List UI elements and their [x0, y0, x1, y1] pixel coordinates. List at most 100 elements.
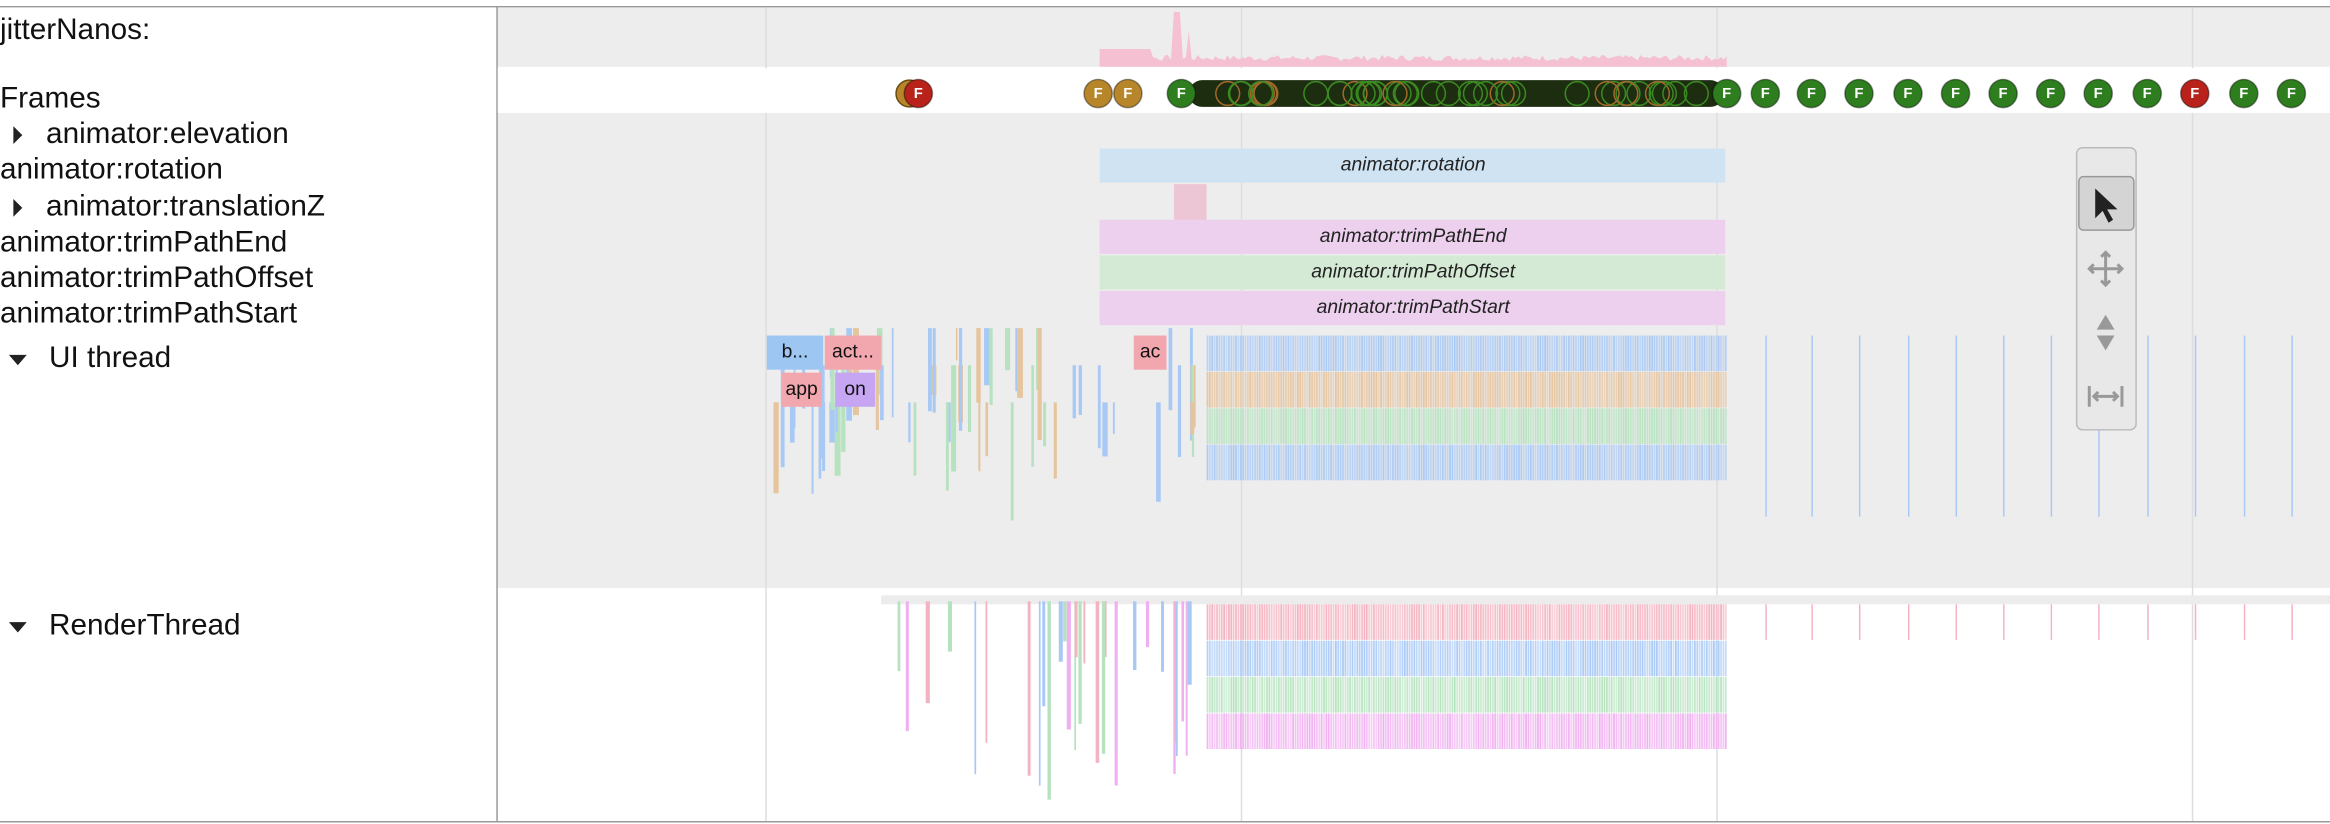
- timing-tool[interactable]: [2087, 386, 2124, 407]
- expand-toggle[interactable]: [13, 198, 23, 217]
- animator-slice[interactable]: [1099, 290, 1726, 326]
- animator-slice[interactable]: [1099, 255, 1726, 290]
- rt-stripe: [1327, 713, 1330, 750]
- rt-stripe: [1644, 677, 1646, 713]
- rt-stripe: [1232, 640, 1235, 677]
- frame-marker[interactable]: [2035, 78, 2066, 109]
- thread-slice[interactable]: [835, 372, 876, 407]
- rt-stripe: [1658, 713, 1661, 750]
- ui-stripe: [1387, 335, 1390, 372]
- frame-marker[interactable]: [1083, 78, 1113, 109]
- rt-stripe: [1296, 604, 1299, 640]
- rt-stripe: [1427, 640, 1430, 677]
- ui-stripe: [1465, 408, 1468, 444]
- ui-stripe: [1258, 408, 1261, 444]
- rt-stripe: [1213, 604, 1216, 640]
- collapse-toggle[interactable]: [8, 354, 27, 366]
- frame-marker[interactable]: [1112, 78, 1143, 109]
- zoom-tool[interactable]: [2096, 314, 2115, 351]
- rt-stripe: [1646, 677, 1649, 713]
- frame-marker[interactable]: [1166, 78, 1197, 109]
- animator-slice[interactable]: [1099, 219, 1726, 254]
- pan-tool[interactable]: [2087, 250, 2125, 288]
- ui-stripe: [1408, 371, 1411, 408]
- rt-stripe: [1651, 677, 1653, 713]
- ui-stripe: [1522, 371, 1525, 408]
- rt-stripe: [1280, 677, 1283, 713]
- rt-stripe: [1560, 713, 1563, 750]
- ui-stripe: [1301, 371, 1304, 408]
- thread-slice[interactable]: [781, 372, 822, 407]
- rt-stripe: [1230, 640, 1233, 677]
- frame-marker[interactable]: [1711, 78, 1742, 109]
- ui-stripe: [1587, 335, 1589, 372]
- ui-stripe: [1251, 371, 1254, 408]
- expand-toggle[interactable]: [13, 126, 23, 145]
- rt-stripe: [1587, 640, 1589, 677]
- rt-stripe: [1223, 604, 1226, 640]
- thread-slice[interactable]: [766, 335, 824, 370]
- thread-slice[interactable]: [1133, 335, 1167, 370]
- thread-slice[interactable]: [824, 335, 882, 370]
- ui-stripe: [1482, 371, 1485, 408]
- rt-stripe: [1370, 640, 1373, 677]
- rt-stripe: [1567, 713, 1570, 750]
- frame-marker[interactable]: [2179, 78, 2210, 109]
- ui-stripe: [1382, 371, 1385, 408]
- ui-stripe: [1672, 444, 1675, 481]
- rt-stripe: [1427, 677, 1430, 713]
- rt-stripe: [1667, 677, 1670, 713]
- frame-marker[interactable]: [1750, 78, 1781, 109]
- frame-marker[interactable]: [1940, 78, 1971, 109]
- rt-stripe: [1282, 677, 1285, 713]
- rt-stripe: [1468, 713, 1470, 750]
- ui-stripe: [1415, 371, 1418, 408]
- rt-stripe: [1575, 677, 1577, 713]
- frame-marker[interactable]: [2083, 78, 2114, 109]
- rt-stripe: [1342, 640, 1344, 677]
- rt-stripe: [1544, 604, 1547, 640]
- ui-stripe: [1296, 444, 1299, 481]
- ui-stripe: [1620, 335, 1623, 372]
- frame-marker[interactable]: [1796, 78, 1827, 109]
- ui-stripe: [1320, 335, 1323, 372]
- rt-small: [1185, 601, 1188, 756]
- rt-stripe: [1399, 713, 1401, 750]
- ui-stripe: [1458, 371, 1461, 408]
- collapse-toggle[interactable]: [8, 622, 27, 633]
- ui-stripe: [1541, 408, 1544, 444]
- ui-stripe: [1258, 335, 1261, 372]
- frame-label: F: [1761, 86, 1770, 102]
- ui-stripe: [1299, 408, 1302, 444]
- rt-stripe: [1508, 713, 1511, 750]
- ui-stripe: [1308, 371, 1311, 408]
- ui-stripe: [1239, 408, 1242, 444]
- rt-stripe: [1247, 604, 1249, 640]
- frame-marker[interactable]: [2228, 78, 2259, 109]
- ui-stripe: [1575, 444, 1577, 481]
- animator-slice[interactable]: [1099, 148, 1726, 183]
- rt-stripe: [1449, 713, 1451, 750]
- frame-marker[interactable]: [2132, 78, 2163, 109]
- frame-marker[interactable]: [1893, 78, 1923, 109]
- rt-stripe: [1544, 677, 1547, 713]
- frame-marker[interactable]: [1844, 78, 1874, 109]
- rt-stripe: [1634, 713, 1637, 750]
- rt-stripe: [1273, 677, 1275, 713]
- ui-stripe: [1672, 408, 1675, 444]
- ui-stripe: [1356, 408, 1359, 444]
- ui-stripe: [1363, 371, 1366, 408]
- ui-stripe: [1432, 335, 1435, 372]
- frame-marker[interactable]: [2276, 78, 2307, 109]
- rt-small: [897, 601, 901, 672]
- rt-stripe: [1694, 677, 1696, 713]
- ui-stripe: [1475, 444, 1478, 481]
- rt-stripe: [1480, 677, 1482, 713]
- rt-stripe: [1496, 713, 1499, 750]
- frame-marker[interactable]: [1988, 78, 2018, 109]
- ui-stripe: [1232, 335, 1235, 372]
- ui-stripe: [1520, 335, 1523, 372]
- rt-stripe: [1627, 640, 1630, 677]
- ui-stripe: [1698, 335, 1701, 372]
- frame-marker[interactable]: [903, 78, 934, 109]
